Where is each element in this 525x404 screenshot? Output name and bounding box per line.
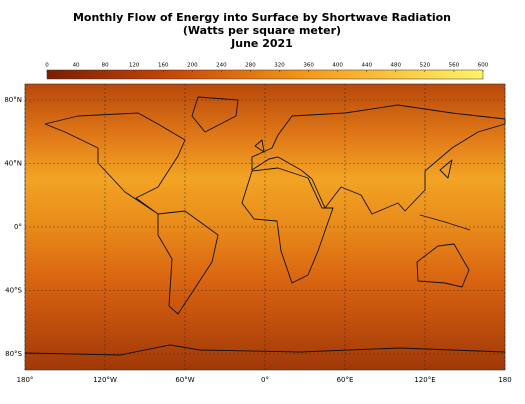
- subtitle: (Watts per square meter): [183, 24, 341, 37]
- colorbar-tick-label: 360: [303, 63, 314, 69]
- lon-label: 0°: [261, 376, 269, 384]
- colorbar-tick-label: 600: [478, 63, 489, 69]
- colorbar-tick-label: 120: [129, 63, 140, 69]
- coastlines: [24, 96, 506, 356]
- lat-label: 80°N: [4, 96, 22, 104]
- lon-label: 180: [498, 376, 511, 384]
- title: Monthly Flow of Energy into Surface by S…: [73, 11, 451, 24]
- colorbar-tick-label: 40: [73, 63, 80, 69]
- lon-label: 120°E: [414, 376, 435, 384]
- colorbar-tick-label: 440: [361, 63, 372, 69]
- lon-label: 60°W: [175, 376, 194, 384]
- colorbar-tick-label: 160: [158, 63, 169, 69]
- colorbar-tick-label: 520: [420, 63, 431, 69]
- lat-label: 80°S: [5, 350, 22, 358]
- colorbar-tick-label: 320: [274, 63, 285, 69]
- lat-label: 40°S: [5, 287, 22, 295]
- lon-label: 180°: [17, 376, 34, 384]
- colorbar-tick-label: 200: [187, 63, 198, 69]
- date: June 2021: [230, 37, 293, 50]
- lon-label: 120°W: [93, 376, 117, 384]
- colorbar-tick-label: 280: [245, 63, 256, 69]
- lat-label: 40°N: [4, 160, 22, 168]
- lat-label: 0°: [14, 223, 22, 231]
- colorbar-tick-label: 0: [45, 63, 49, 69]
- colorbar-tick-label: 400: [332, 63, 343, 69]
- colorbar-tick-label: 80: [102, 63, 109, 69]
- colorbar-tick-label: 240: [216, 63, 227, 69]
- lon-label: 60°E: [337, 376, 354, 384]
- colorbar: [46, 69, 484, 80]
- colorbar-tick-label: 480: [391, 63, 402, 69]
- colorbar-tick-label: 560: [449, 63, 460, 69]
